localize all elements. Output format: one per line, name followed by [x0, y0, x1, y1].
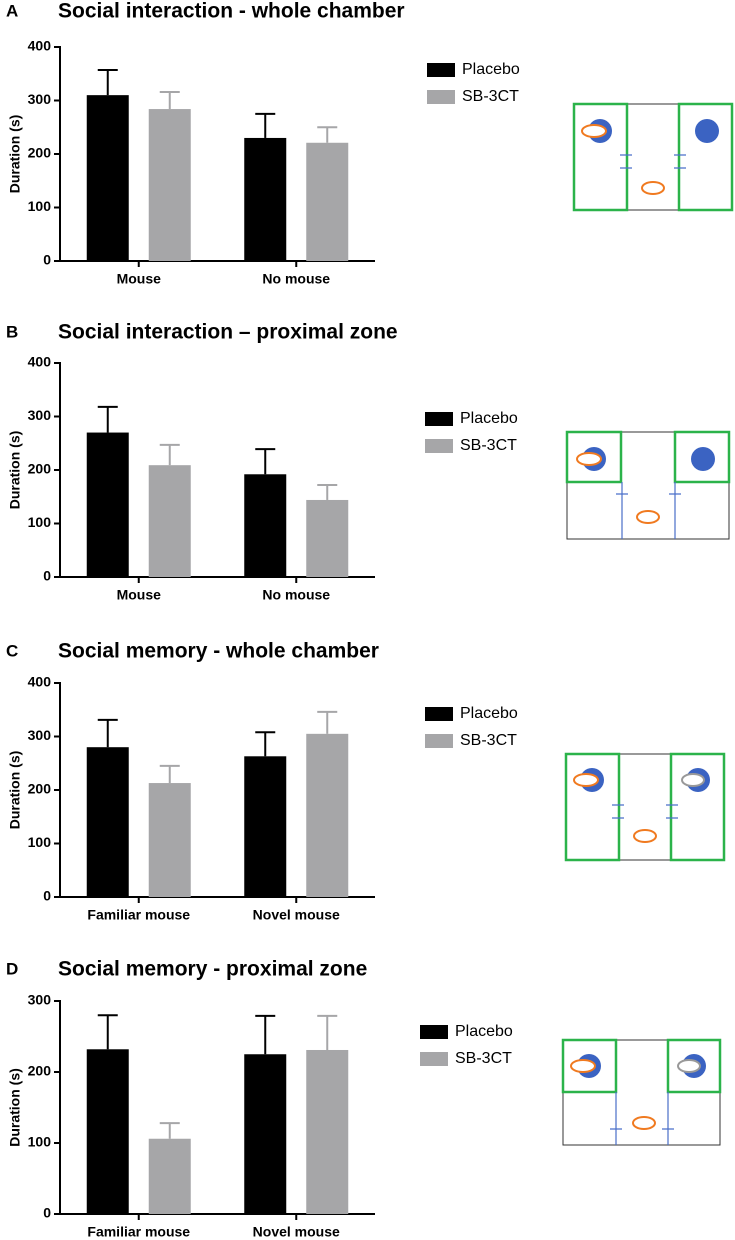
legend-swatch [425, 439, 453, 453]
bar [306, 733, 349, 897]
legend-label: Placebo [460, 410, 518, 427]
x-tick-label: Novel mouse [253, 907, 340, 923]
y-tick-label: 100 [28, 198, 52, 214]
y-axis-label: Duration (s) [7, 431, 23, 510]
y-tick-label: 200 [28, 781, 52, 797]
legend-swatch [427, 63, 455, 77]
legend-label: Placebo [462, 61, 520, 78]
panel-title: Social interaction – proximal zone [58, 321, 398, 344]
x-tick-label: No mouse [262, 587, 330, 603]
legend-label: SB-3CT [462, 88, 519, 105]
y-tick-label: 100 [28, 1134, 52, 1150]
legend-swatch [420, 1052, 448, 1066]
y-tick-label: 200 [28, 461, 52, 477]
y-tick-label: 0 [43, 252, 51, 268]
y-tick-label: 200 [28, 1063, 52, 1079]
y-tick-label: 0 [43, 888, 51, 904]
panel-title: Social memory - whole chamber [58, 640, 379, 663]
legend-swatch [420, 1025, 448, 1039]
bar [306, 1049, 349, 1214]
x-tick-label: Familiar mouse [87, 1224, 190, 1240]
y-tick-label: 300 [28, 407, 52, 423]
y-tick-label: 200 [28, 145, 52, 161]
panel-letter: C [6, 641, 18, 660]
diagram-a [572, 102, 734, 212]
panel-title: Social interaction - whole chamber [58, 0, 405, 23]
y-axis-label: Duration (s) [7, 751, 23, 830]
y-tick-label: 300 [28, 992, 52, 1008]
diagram-b [565, 430, 731, 540]
legend-label: SB-3CT [460, 732, 517, 749]
legend-label: SB-3CT [455, 1050, 512, 1067]
y-tick-label: 100 [28, 834, 52, 850]
y-tick-label: 400 [28, 674, 52, 690]
bar [86, 432, 129, 577]
legend-swatch [427, 90, 455, 104]
x-tick-label: Novel mouse [253, 1224, 340, 1240]
bar [86, 747, 129, 897]
bar [244, 474, 287, 577]
legend-label: Placebo [455, 1023, 513, 1040]
x-tick-label: No mouse [262, 271, 330, 287]
bar [86, 1049, 129, 1214]
bar [244, 137, 287, 261]
bar [244, 756, 287, 897]
y-tick-label: 400 [28, 38, 52, 54]
legend-swatch [425, 707, 453, 721]
bar [148, 465, 191, 577]
bar [306, 142, 349, 261]
x-tick-label: Mouse [117, 587, 162, 603]
panel-letter: B [6, 322, 18, 341]
panel-letter: A [6, 1, 18, 20]
bar [244, 1054, 287, 1214]
y-tick-label: 100 [28, 514, 52, 530]
y-axis-label: Duration (s) [7, 1068, 23, 1147]
x-tick-label: Mouse [117, 271, 162, 287]
legend-label: Placebo [460, 705, 518, 722]
legend-swatch [425, 412, 453, 426]
diagram-c [564, 752, 726, 862]
legend-label: SB-3CT [460, 437, 517, 454]
panel-letter: D [6, 959, 18, 978]
y-tick-label: 300 [28, 91, 52, 107]
y-tick-label: 300 [28, 727, 52, 743]
bar [306, 499, 349, 577]
y-axis-label: Duration (s) [7, 115, 23, 194]
panel-title: Social memory - proximal zone [58, 958, 367, 981]
bar [86, 95, 129, 262]
y-tick-label: 400 [28, 354, 52, 370]
y-tick-label: 0 [43, 1205, 51, 1221]
diagram-d [561, 1038, 722, 1146]
legend-swatch [425, 734, 453, 748]
bar [148, 109, 191, 261]
bar [148, 783, 191, 897]
y-tick-label: 0 [43, 568, 51, 584]
bar [148, 1138, 191, 1214]
x-tick-label: Familiar mouse [87, 907, 190, 923]
